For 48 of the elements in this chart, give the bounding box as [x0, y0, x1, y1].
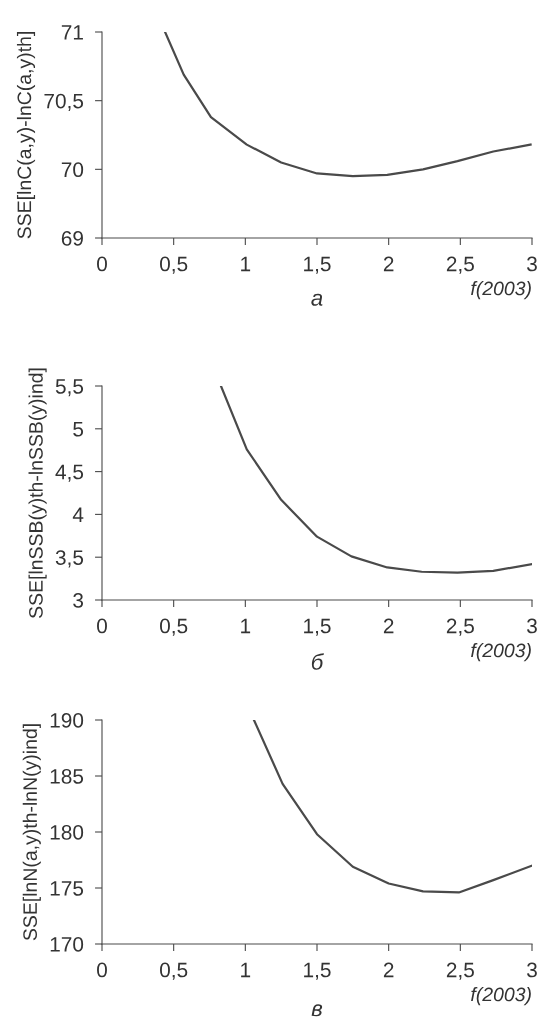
y-tick-label: 5 [73, 422, 84, 437]
x-tick-label: 0,5 [160, 962, 188, 980]
y-axis-title: SSE[lnC(a,y)-lnC(a,y)th] [16, 32, 36, 239]
x-tick-label: 1,5 [304, 256, 331, 274]
x-axis-title: f(2003) [471, 987, 531, 1006]
y-tick-label: 175 [50, 881, 84, 896]
x-tick-label: 0,5 [160, 618, 188, 636]
y-axis-title: SSE[lnN(a,y)th-lnN(y)ind] [22, 724, 41, 941]
y-tick-label: 180 [50, 825, 84, 840]
y-tick-label: 3 [73, 593, 84, 608]
x-axis-title: f(2003) [471, 643, 531, 662]
y-tick-label: 70 [61, 162, 84, 178]
y-tick-label: 71 [61, 25, 83, 40]
x-tick-label: 0,5 [160, 256, 188, 274]
y-tick-label: 70,5 [44, 93, 84, 111]
x-tick-label: 2 [383, 618, 394, 634]
x-tick-label: 2,5 [446, 962, 474, 980]
y-axis-title: SSE[lnSSB(y)th-lnSSB(y)ind] [28, 368, 47, 619]
x-tick-label: 0 [97, 256, 107, 272]
x-tick-label: 1 [241, 962, 251, 978]
x-tick-label: 1 [241, 256, 251, 272]
x-tick-label: 3 [527, 256, 537, 272]
x-tick-label: 2 [383, 962, 394, 978]
y-tick-label: 190 [50, 713, 84, 728]
text: в [311, 1004, 323, 1017]
line-series [163, 32, 532, 178]
x-tick-label: 2,5 [446, 256, 474, 274]
x-tick-label: 2,5 [446, 618, 474, 636]
line-series [219, 386, 532, 574]
y-tick-label: 185 [50, 769, 84, 784]
y-tick-label: 4,5 [55, 464, 84, 482]
x-tick-label: 0 [97, 962, 107, 978]
text: а [311, 293, 323, 306]
x-tick-label: 0 [97, 618, 107, 634]
y-tick-label: 170 [50, 937, 84, 952]
x-tick-label: 1 [241, 618, 251, 634]
x-tick-label: 3 [527, 618, 537, 634]
y-tick-label: 5,5 [55, 379, 84, 397]
x-tick-label: 3 [527, 962, 537, 978]
y-tick-label: 3,5 [55, 550, 84, 568]
x-tick-label: 1,5 [304, 618, 331, 636]
line-series [252, 720, 532, 894]
y-tick-label: 69 [61, 231, 83, 246]
x-tick-label: 2 [383, 256, 394, 272]
x-axis-title: f(2003) [471, 281, 531, 300]
x-tick-label: 1,5 [304, 962, 331, 980]
text: б [311, 653, 324, 670]
y-tick-label: 4 [72, 507, 84, 522]
